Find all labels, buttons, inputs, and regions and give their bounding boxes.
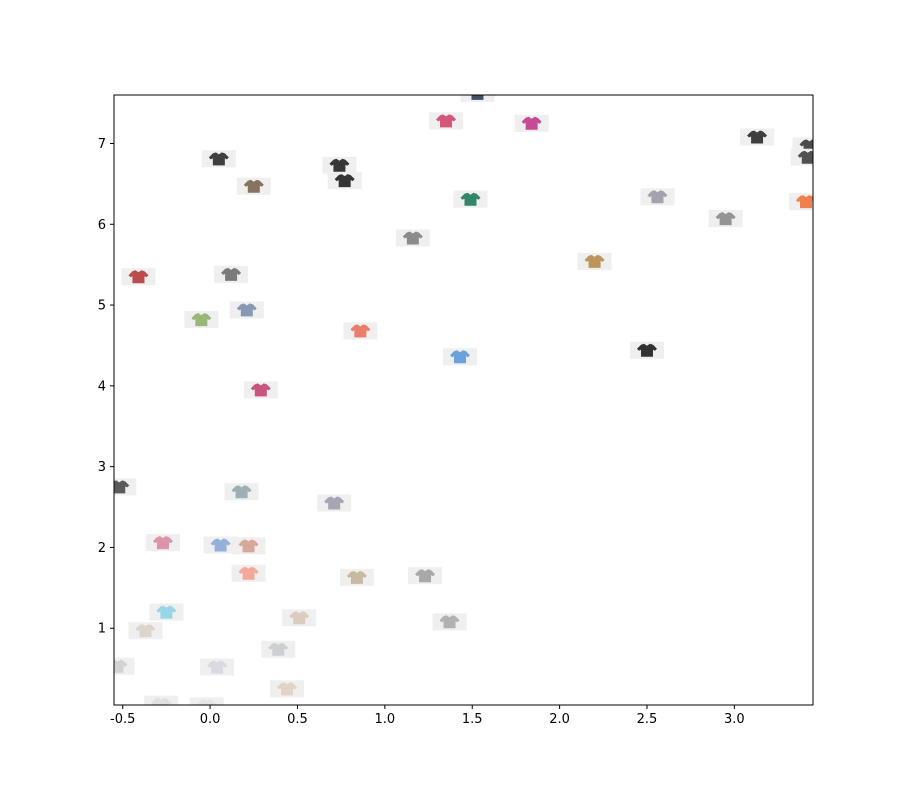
grey-tshirt-icon xyxy=(395,229,430,247)
white-tee-icon xyxy=(261,640,296,658)
grey-knit-icon xyxy=(408,567,443,585)
y-tick-label: 6 xyxy=(98,218,106,233)
cream-blouse-icon xyxy=(282,609,317,627)
grey-shirt-icon xyxy=(214,265,249,283)
y-tick-label: 1 xyxy=(98,622,106,637)
x-tick-label: 3.0 xyxy=(724,712,745,727)
sage-sweater-icon xyxy=(224,483,259,501)
white-sweater-icon xyxy=(200,658,235,676)
white-blouse-icon xyxy=(144,695,179,705)
y-tick-label: 5 xyxy=(98,299,106,314)
black-tshirt-icon xyxy=(322,156,357,174)
thumbnail-points xyxy=(114,95,813,705)
gold-top-icon xyxy=(577,252,612,270)
x-tick-label: 2.5 xyxy=(637,712,658,727)
rose-floral-icon xyxy=(231,537,266,555)
black-bralette-icon xyxy=(629,341,664,359)
coral-blouse-icon xyxy=(343,322,378,340)
floral-jacket-icon xyxy=(514,114,549,132)
y-tick-label: 4 xyxy=(98,379,106,394)
pink-top-icon xyxy=(429,112,464,130)
x-tick-label: -0.5 xyxy=(110,712,135,727)
black-crop-icon xyxy=(740,128,775,146)
x-tick-label: 2.0 xyxy=(549,712,570,727)
black-cap-icon xyxy=(201,150,236,168)
x-tick-label: 1.0 xyxy=(375,712,396,727)
orange-top-icon xyxy=(789,193,813,211)
plot-frame xyxy=(113,94,814,706)
grey-sweater-icon xyxy=(640,188,675,206)
x-axis: -0.5 0.0 0.5 1.0 1.5 2.0 2.5 3.0 xyxy=(110,705,745,727)
y-tick-label: 3 xyxy=(98,460,106,475)
red-tank-icon xyxy=(121,268,156,286)
grey-crop-icon xyxy=(432,613,467,631)
y-axis: 1 2 3 4 5 6 7 xyxy=(98,137,114,637)
grey-jacket-icon xyxy=(114,478,137,496)
green-floral-icon xyxy=(453,190,488,208)
plaid-shirt-icon xyxy=(236,177,271,195)
dark-hoodie-icon xyxy=(460,95,495,102)
green-blouse-icon xyxy=(184,311,219,329)
beige-tee-icon xyxy=(339,568,374,586)
blue-sweater-icon xyxy=(443,348,478,366)
beige-sweater-icon xyxy=(270,680,305,698)
peach-tee-icon xyxy=(231,564,266,582)
pink-shirt-icon xyxy=(145,534,180,552)
y-tick-label: 7 xyxy=(98,137,106,152)
x-tick-label: 0.0 xyxy=(200,712,221,727)
pink-floral-icon xyxy=(243,381,278,399)
black-stack-icon xyxy=(327,172,362,190)
blue-blouse-icon xyxy=(203,536,238,554)
x-tick-label: 1.5 xyxy=(462,712,483,727)
y-tick-label: 2 xyxy=(98,541,106,556)
cream-shirt-icon xyxy=(128,622,163,640)
white-shirt-icon xyxy=(189,697,224,705)
light-blue-tee-icon xyxy=(149,603,184,621)
grey-tee-icon xyxy=(708,210,743,228)
white-top-icon xyxy=(114,657,135,675)
black-scarf-icon xyxy=(790,148,813,166)
denim-top-icon xyxy=(229,301,264,319)
x-tick-label: 0.5 xyxy=(287,712,308,727)
grey-pullover-icon xyxy=(317,494,352,512)
